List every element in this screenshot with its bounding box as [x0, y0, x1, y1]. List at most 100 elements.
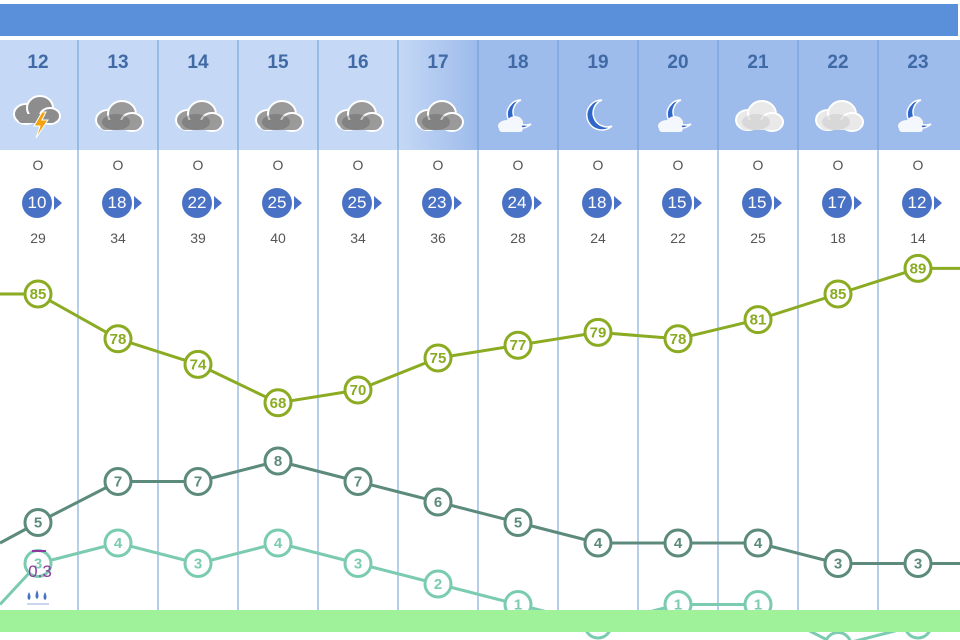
- wind-badge: 24: [478, 188, 558, 218]
- hour-label: 15: [267, 52, 289, 73]
- wind-gust: 28: [510, 230, 526, 246]
- temperature-value: 8: [274, 453, 282, 470]
- humidity-value: 78: [110, 331, 127, 348]
- wind-gust: 40: [270, 230, 286, 246]
- temperature-point: 4: [743, 528, 773, 558]
- wind-direction: O: [832, 157, 844, 173]
- temperature-value: 6: [434, 494, 442, 511]
- temperature-value: 4: [594, 535, 603, 552]
- precip-bar: [32, 550, 46, 552]
- humidity-line: [0, 266, 960, 405]
- feels_like-point: 3: [343, 549, 373, 578]
- humidity-point: 81: [743, 305, 773, 335]
- wind-direction: O: [512, 157, 524, 173]
- feels_like-point: -1: [824, 631, 852, 640]
- wind-speed: 18: [582, 188, 612, 218]
- wind-arrow-icon: [134, 196, 142, 210]
- wind-direction: O: [32, 157, 44, 173]
- wind-direction: O: [592, 157, 604, 173]
- wind-speed: 22: [182, 188, 212, 218]
- wind-speed: 15: [662, 188, 692, 218]
- wind-direction: O: [912, 157, 924, 173]
- humidity-value: 81: [750, 312, 767, 329]
- wind-arrow-icon: [454, 196, 462, 210]
- wind-arrow-icon: [294, 196, 302, 210]
- wind-direction: O: [272, 157, 284, 173]
- feels_like-point: 4: [103, 528, 133, 558]
- moon-icon: [558, 92, 638, 140]
- wind-speed: 25: [262, 188, 292, 218]
- wind-speed: 18: [102, 188, 132, 218]
- humidity-point: 79: [583, 317, 613, 347]
- wind-arrow-icon: [694, 196, 702, 210]
- humidity-point: 85: [23, 279, 53, 309]
- temperature-value: 7: [114, 474, 122, 491]
- feels_like-value: 3: [34, 556, 42, 573]
- temperature-point: 3: [903, 549, 933, 578]
- humidity-value: 79: [590, 324, 607, 341]
- temperature-point: 4: [663, 528, 693, 558]
- wind-arrow-icon: [614, 196, 622, 210]
- temperature-point: 5: [503, 508, 533, 537]
- wind-badge: 25: [318, 188, 398, 218]
- hour-label: 21: [747, 52, 769, 73]
- temperature-point: 5: [23, 508, 53, 537]
- temperature-value: 5: [34, 515, 42, 532]
- hour-label: 19: [587, 52, 609, 73]
- wind-speed: 17: [822, 188, 852, 218]
- feels_like-value: -1: [831, 638, 844, 640]
- hour-label: 18: [507, 52, 529, 73]
- hour-label: 17: [427, 52, 449, 73]
- dusk-gradient: [398, 40, 478, 150]
- wind-gust: 36: [430, 230, 446, 246]
- humidity-point: 78: [103, 324, 133, 354]
- humidity-value: 75: [430, 350, 447, 367]
- wind-speed: 10: [22, 188, 52, 218]
- feels_like-value: 3: [354, 556, 362, 573]
- temperature-value: 5: [514, 515, 522, 532]
- wind-gust: 18: [830, 230, 846, 246]
- moon-cloud-icon: [638, 92, 718, 140]
- temperature-value: 3: [914, 556, 922, 573]
- wind-gust: 39: [190, 230, 206, 246]
- wind-arrow-icon: [374, 196, 382, 210]
- wind-badge: 10: [0, 188, 78, 218]
- bottom-strip: [0, 610, 960, 632]
- wind-badge: 25: [238, 188, 318, 218]
- wind-badge: 15: [718, 188, 798, 218]
- temperature-point: 3: [823, 549, 853, 578]
- humidity-point: 74: [183, 349, 213, 379]
- feels_like-point: 4: [263, 528, 293, 558]
- wind-speed: 24: [502, 188, 532, 218]
- wind-badge: 18: [558, 188, 638, 218]
- wind-gust: 25: [750, 230, 766, 246]
- wind-arrow-icon: [854, 196, 862, 210]
- hour-label: 20: [667, 52, 689, 73]
- wind-badge: 15: [638, 188, 718, 218]
- temperature-value: 4: [674, 535, 683, 552]
- wind-gust: 24: [590, 230, 606, 246]
- temperature-point: 7: [343, 467, 373, 496]
- hour-label: 23: [907, 52, 929, 73]
- feels_like-point: 3: [23, 549, 53, 578]
- feels_like-value: 1: [514, 597, 522, 614]
- wind-arrow-icon: [774, 196, 782, 210]
- column-dividers: [77, 40, 879, 610]
- temperature-point: 8: [263, 446, 293, 476]
- humidity-value: 78: [670, 331, 687, 348]
- humidity-value: 74: [190, 356, 207, 373]
- humidity-point: 75: [423, 343, 453, 373]
- humidity-value: 77: [510, 337, 527, 354]
- hour-label: 13: [107, 52, 129, 73]
- wind-direction: O: [752, 157, 764, 173]
- wind-badge: 17: [798, 188, 878, 218]
- wind-gust: 34: [350, 230, 366, 246]
- feels_like-value: 1: [674, 597, 682, 614]
- wind-arrow-icon: [534, 196, 542, 210]
- wind-gust: 29: [30, 230, 46, 246]
- temperature-point: 7: [103, 467, 133, 496]
- feels_like-point: 2: [423, 569, 453, 599]
- wind-direction: O: [352, 157, 364, 173]
- humidity-point: 70: [343, 375, 373, 405]
- thunder-cloud-icon: [0, 92, 78, 140]
